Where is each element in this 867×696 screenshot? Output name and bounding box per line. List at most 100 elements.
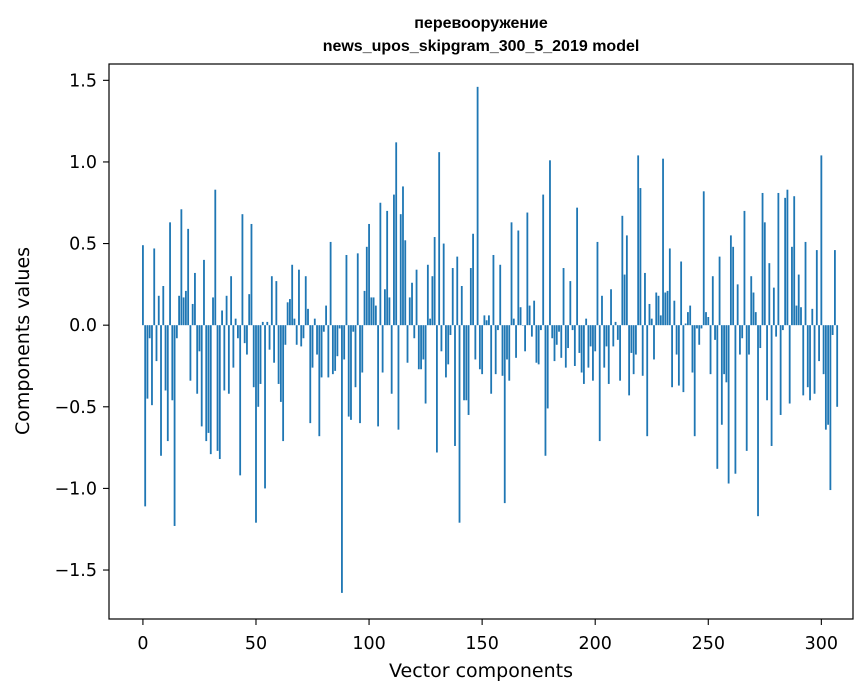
bar-288 [793, 196, 796, 326]
bar-32 [214, 189, 217, 326]
bar-167 [519, 307, 522, 326]
bar-90 [345, 254, 348, 326]
bar-201 [596, 241, 599, 326]
bar-178 [544, 325, 547, 456]
bar-68 [295, 325, 298, 345]
bar-245 [696, 325, 698, 329]
bar-130 [436, 325, 438, 453]
bar-220 [639, 188, 642, 326]
bar-52 [259, 325, 262, 384]
bar-106 [381, 325, 384, 373]
bar-140 [458, 325, 461, 523]
bar-236 [675, 325, 678, 355]
y-axis-label: Components values [12, 247, 34, 435]
bar-243 [691, 325, 694, 373]
bar-35 [221, 310, 223, 326]
bar-196 [585, 318, 588, 326]
y-tick-label: 0.5 [69, 235, 97, 255]
bar-177 [542, 194, 545, 326]
bar-206 [607, 325, 610, 384]
bar-112 [395, 142, 398, 326]
bar-257 [723, 325, 726, 375]
bar-64 [286, 302, 289, 326]
bar-211 [619, 325, 621, 381]
bar-46 [246, 325, 248, 355]
bar-176 [540, 325, 542, 331]
bar-292 [802, 325, 805, 396]
bar-197 [587, 325, 590, 368]
bar-79 [320, 325, 323, 378]
bar-36 [223, 325, 226, 391]
bar-298 [815, 250, 818, 326]
bar-92 [350, 325, 352, 420]
bar-146 [472, 233, 474, 326]
bar-190 [571, 325, 574, 331]
chart-title-line2: news_upos_skipgram_300_5_2019 model [323, 38, 640, 55]
bar-286 [788, 325, 791, 404]
bar-39 [230, 276, 233, 326]
bar-48 [250, 223, 253, 326]
bar-296 [811, 308, 814, 326]
bar-229 [659, 315, 662, 326]
x-axis-ticks: 0 50 100 150 200 250 300 [137, 619, 838, 654]
bar-175 [537, 325, 540, 365]
bar-304 [829, 325, 832, 491]
bar-134 [445, 325, 447, 378]
bar-6 [155, 325, 158, 362]
bar-55 [266, 321, 269, 326]
y-tick-label: 1.5 [69, 71, 97, 91]
bar-53 [261, 321, 264, 326]
bar-156 [494, 325, 497, 375]
bar-273 [759, 325, 762, 349]
bar-63 [284, 325, 287, 345]
bar-98 [363, 290, 366, 326]
bar-274 [761, 192, 764, 326]
bar-283 [781, 325, 784, 331]
bar-97 [361, 325, 364, 373]
bar-54 [264, 325, 266, 489]
bar-23 [194, 272, 196, 326]
bar-65 [289, 299, 291, 326]
bar-109 [388, 297, 391, 326]
bars-layer [142, 86, 839, 593]
bar-281 [777, 192, 780, 326]
bar-159 [501, 325, 504, 376]
bar-85 [334, 325, 337, 371]
bar-238 [680, 261, 683, 326]
bar-96 [359, 325, 361, 424]
x-tick-label: 150 [465, 634, 498, 654]
bar-153 [488, 315, 490, 326]
bar-214 [625, 235, 628, 326]
bar-22 [191, 303, 194, 326]
bar-187 [564, 325, 567, 368]
bar-139 [456, 256, 459, 326]
bar-180 [549, 160, 551, 326]
y-tick-label: −0.5 [55, 398, 98, 418]
bar-30 [209, 325, 212, 455]
bar-210 [616, 325, 619, 340]
bar-215 [628, 325, 631, 396]
bar-47 [248, 294, 251, 326]
bar-209 [614, 321, 617, 326]
bar-256 [720, 325, 723, 425]
x-tick-label: 50 [245, 634, 267, 654]
bar-199 [592, 325, 594, 381]
bar-305 [831, 325, 834, 335]
x-axis-label: Vector components [389, 660, 573, 682]
bar-300 [820, 155, 823, 326]
bar-99 [365, 246, 368, 326]
bar-11 [166, 325, 169, 442]
bar-124 [422, 325, 425, 360]
bar-234 [671, 325, 673, 388]
bar-231 [664, 292, 667, 326]
bar-182 [553, 325, 556, 362]
bar-74 [309, 325, 312, 424]
bar-240 [684, 323, 687, 326]
bar-24 [196, 325, 199, 394]
bar-4 [151, 325, 153, 406]
bar-143 [465, 325, 468, 401]
bar-14 [173, 325, 176, 526]
bar-5 [153, 248, 156, 326]
bar-132 [440, 325, 443, 352]
bar-268 [748, 325, 750, 355]
